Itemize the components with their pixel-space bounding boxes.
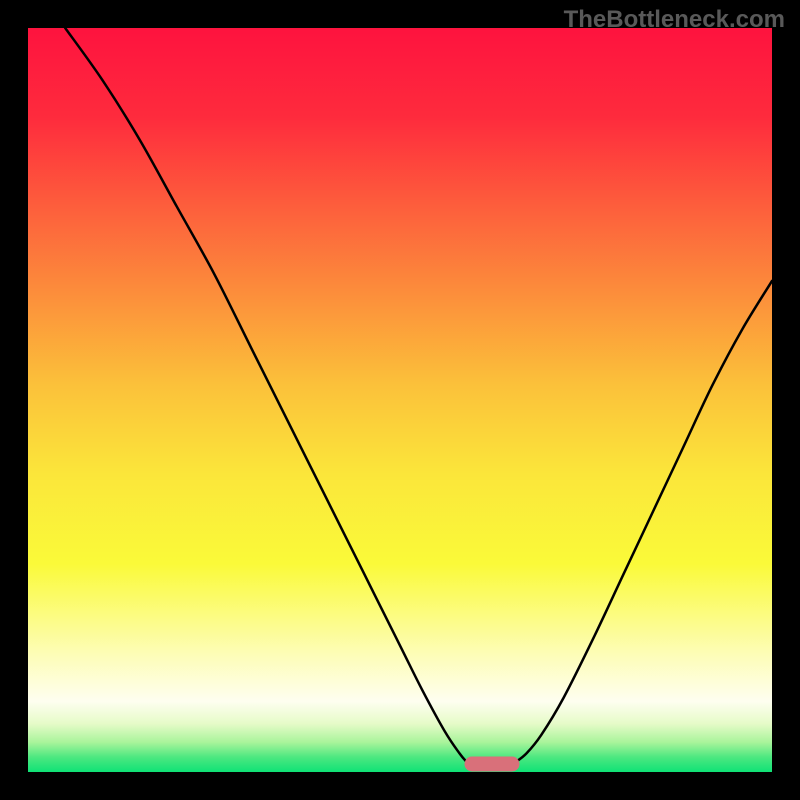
- plot-area: [28, 28, 772, 772]
- optimal-range-marker: [464, 756, 519, 771]
- gradient-background: [28, 28, 772, 772]
- watermark-text: TheBottleneck.com: [564, 6, 785, 34]
- chart-canvas: TheBottleneck.com: [0, 0, 800, 800]
